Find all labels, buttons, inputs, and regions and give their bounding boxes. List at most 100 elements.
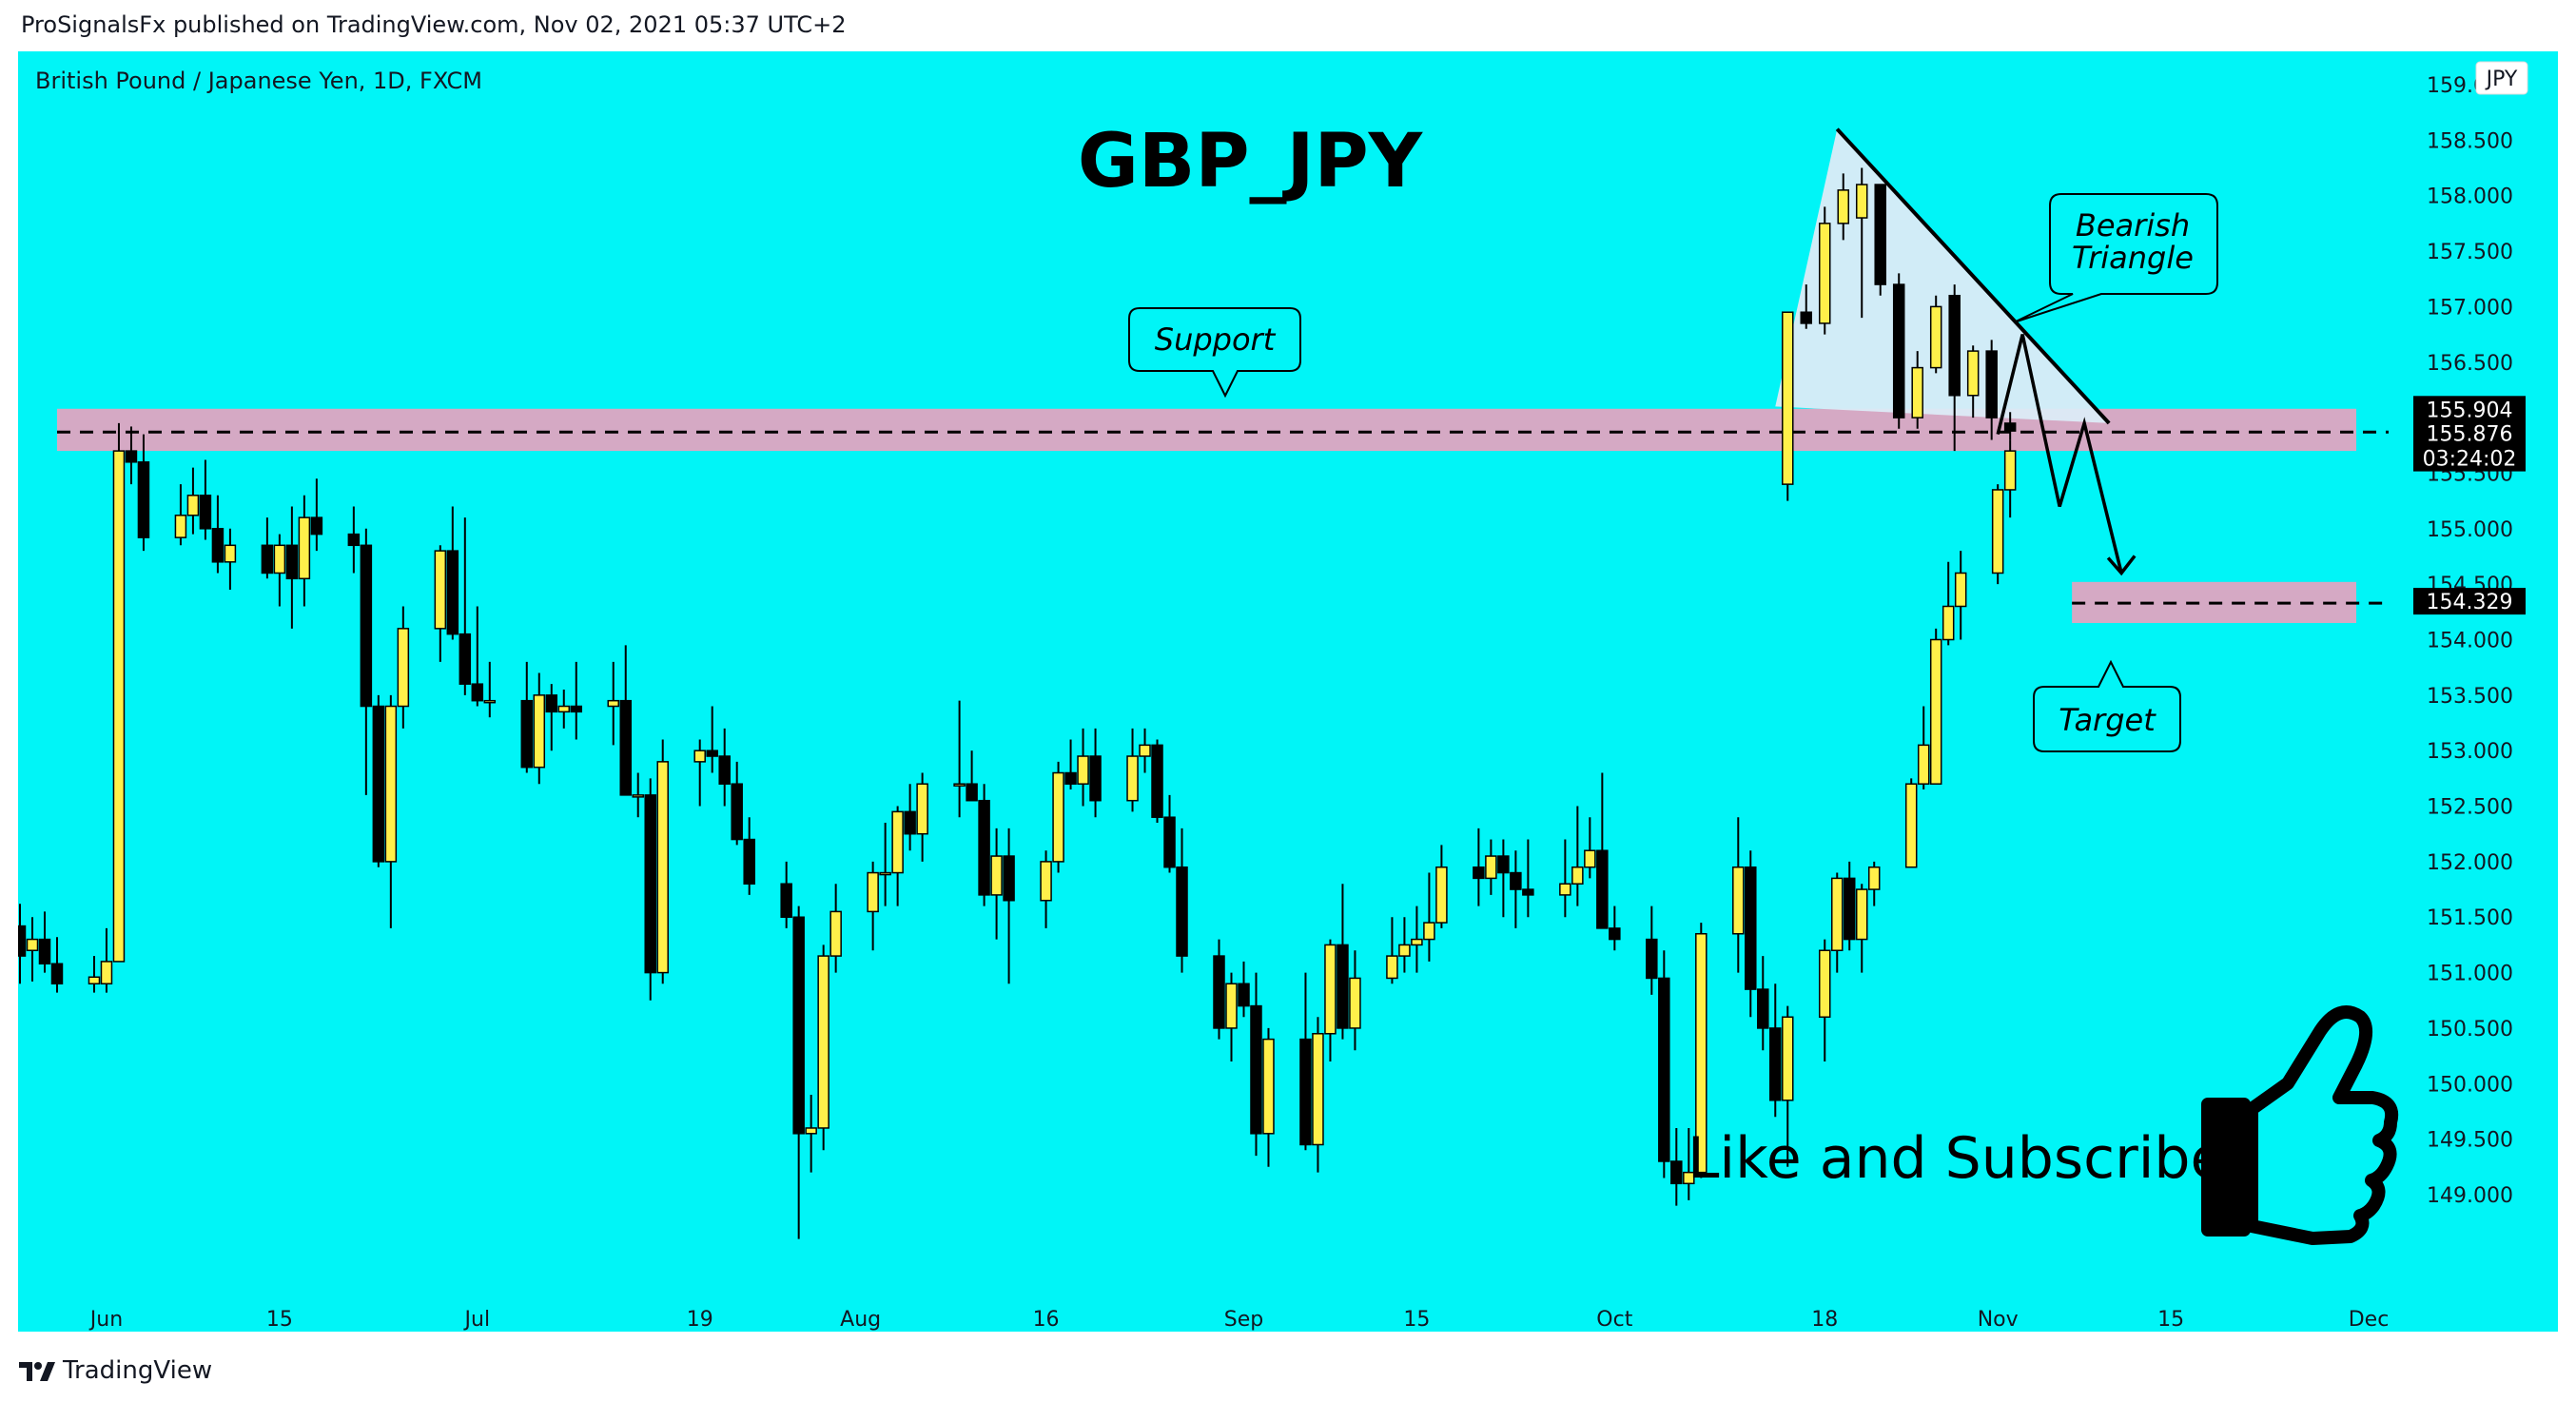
candlestick-chart[interactable]: 149.000 149.500 150.000 150.500 151.000 151.5… <box>13 51 2558 1332</box>
candle[interactable] <box>545 684 558 751</box>
candle[interactable] <box>50 937 64 993</box>
candle[interactable] <box>1609 905 1621 951</box>
candle[interactable] <box>310 478 323 552</box>
candle[interactable] <box>817 944 829 1151</box>
candle[interactable] <box>1324 939 1337 1061</box>
candle[interactable] <box>1855 884 1868 973</box>
candle[interactable] <box>1658 950 1670 1178</box>
candle[interactable] <box>224 528 237 590</box>
candle[interactable] <box>397 606 410 729</box>
candle[interactable] <box>1435 845 1448 928</box>
candle[interactable] <box>1948 284 1961 452</box>
candle[interactable] <box>879 823 891 906</box>
candle[interactable] <box>1929 628 1942 785</box>
candle[interactable] <box>731 761 743 846</box>
candle[interactable] <box>1646 905 1658 995</box>
candle[interactable] <box>211 495 224 574</box>
candle[interactable] <box>1985 340 1998 440</box>
candle[interactable] <box>904 784 916 851</box>
candle[interactable] <box>1911 351 1923 429</box>
candle[interactable] <box>1262 1027 1275 1167</box>
candle[interactable] <box>1250 972 1262 1157</box>
candle[interactable] <box>298 495 311 607</box>
candle[interactable] <box>1497 839 1510 918</box>
candle[interactable] <box>891 806 904 906</box>
projection-path[interactable] <box>1996 334 2123 574</box>
candle[interactable] <box>1089 728 1102 818</box>
candle[interactable] <box>2003 412 2017 440</box>
candle[interactable] <box>434 545 447 662</box>
candle[interactable] <box>261 517 274 579</box>
candle[interactable] <box>1040 850 1052 928</box>
candle[interactable] <box>26 917 39 982</box>
candle[interactable] <box>471 606 484 707</box>
candle[interactable] <box>372 694 385 867</box>
candle[interactable] <box>1695 923 1708 1178</box>
candle[interactable] <box>1830 872 1844 973</box>
candle[interactable] <box>1904 778 1918 868</box>
candle[interactable] <box>1077 728 1089 807</box>
candle[interactable] <box>1800 284 1813 329</box>
candle[interactable] <box>693 739 706 807</box>
candle[interactable] <box>978 784 990 906</box>
candle[interactable] <box>1571 806 1584 906</box>
candle[interactable] <box>1954 551 1967 640</box>
candle[interactable] <box>607 661 620 746</box>
candle[interactable] <box>1818 939 1831 1061</box>
candle[interactable] <box>1757 956 1769 1051</box>
candle[interactable] <box>1745 850 1757 1018</box>
candle[interactable] <box>285 506 299 629</box>
candle[interactable] <box>619 645 632 796</box>
candle[interactable] <box>1411 905 1423 973</box>
candle[interactable] <box>953 700 966 818</box>
candle[interactable] <box>174 484 187 546</box>
candle[interactable] <box>1052 761 1064 873</box>
candle[interactable] <box>2003 439 2017 518</box>
candle[interactable] <box>1966 345 1980 419</box>
candle[interactable] <box>718 728 731 807</box>
candle[interactable] <box>1892 273 1905 429</box>
candle[interactable] <box>966 750 978 802</box>
candle[interactable] <box>137 434 150 552</box>
candle[interactable] <box>186 467 200 535</box>
candle[interactable] <box>829 884 842 973</box>
candle[interactable] <box>1670 1127 1683 1206</box>
candle[interactable] <box>1151 739 1163 824</box>
candle[interactable] <box>1299 972 1312 1151</box>
candle[interactable] <box>1874 184 1886 296</box>
candle[interactable] <box>780 861 792 928</box>
triangle-resistance-line[interactable] <box>1835 127 2111 425</box>
candle[interactable] <box>1782 1005 1794 1167</box>
candle[interactable] <box>644 778 656 1001</box>
candle[interactable] <box>1398 917 1411 973</box>
chart-panel[interactable]: 149.000 149.500 150.000 150.500 151.000 151.5… <box>13 51 2558 1332</box>
candle[interactable] <box>1337 884 1349 1040</box>
candle[interactable] <box>1683 1127 1695 1200</box>
candle[interactable] <box>1867 861 1881 906</box>
candle[interactable] <box>792 905 805 1239</box>
candle[interactable] <box>273 534 286 607</box>
candle[interactable] <box>1843 861 1856 951</box>
candle[interactable] <box>100 927 113 993</box>
candle[interactable] <box>1522 839 1534 918</box>
candle[interactable] <box>1510 850 1522 928</box>
candle[interactable] <box>1818 206 1831 335</box>
candle[interactable] <box>1837 173 1849 241</box>
candle[interactable] <box>1917 706 1930 790</box>
candle[interactable] <box>1126 728 1139 812</box>
currency-badge[interactable]: JPY <box>2475 61 2528 95</box>
candle[interactable] <box>1176 828 1188 973</box>
candle[interactable] <box>459 517 472 695</box>
candle[interactable] <box>533 672 546 785</box>
candle[interactable] <box>632 772 644 818</box>
candle[interactable] <box>1991 484 2004 585</box>
candle[interactable] <box>1163 794 1176 873</box>
candle[interactable] <box>656 739 669 984</box>
candle[interactable] <box>1225 972 1238 1061</box>
candle[interactable] <box>347 506 361 574</box>
candle[interactable] <box>1782 311 1794 501</box>
candle[interactable] <box>1423 872 1435 962</box>
candle[interactable] <box>483 661 497 718</box>
candle[interactable] <box>1386 917 1398 984</box>
candle[interactable] <box>916 772 928 862</box>
